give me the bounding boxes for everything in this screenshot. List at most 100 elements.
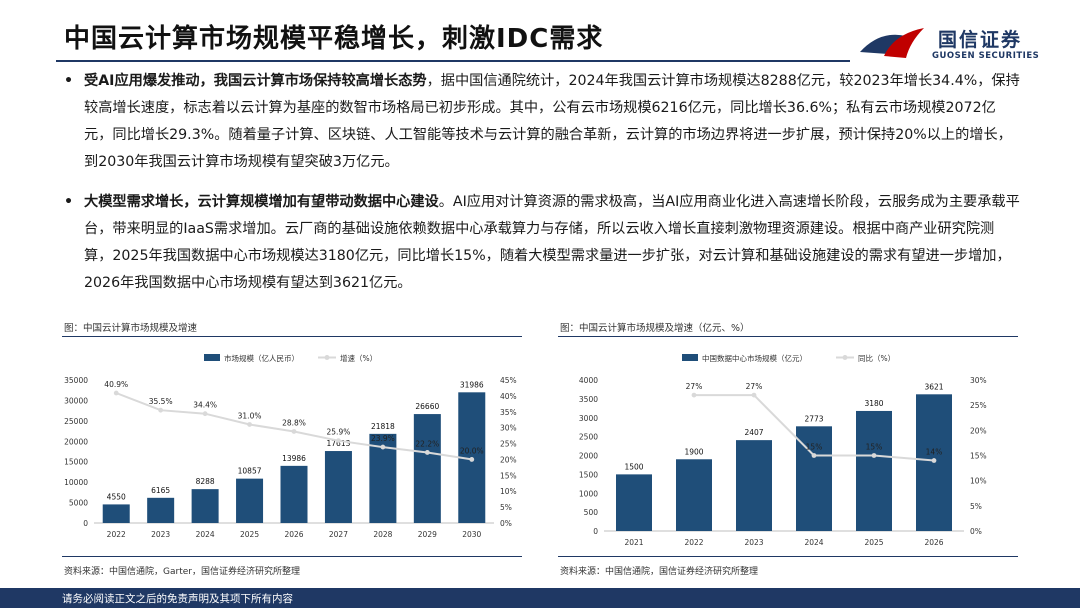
y-tick-label: 1500: [579, 470, 598, 479]
y-tick-label: 25000: [64, 417, 88, 426]
bar-value-label: 2773: [804, 414, 823, 423]
chart-2-bottom-rule: [558, 556, 1018, 557]
footer-bar: 请务必阅读正文之后的免责声明及其项下所有内容: [0, 588, 1080, 608]
y2-tick-label: 15%: [970, 452, 987, 461]
legend-bar-swatch: [682, 354, 698, 361]
chart-2-rule: [558, 336, 1018, 337]
y-tick-label: 0: [593, 527, 598, 536]
y-tick-label: 2000: [579, 452, 598, 461]
y-tick-label: 3000: [579, 414, 598, 423]
y-tick-label: 0: [83, 519, 88, 528]
growth-point: [469, 457, 475, 462]
bar-value-label: 3621: [924, 382, 943, 391]
growth-point: [291, 429, 297, 434]
y2-tick-label: 20%: [500, 455, 517, 464]
growth-point: [158, 407, 164, 413]
y-tick-label: 1000: [579, 489, 598, 498]
bar: [856, 410, 892, 531]
bar: [736, 440, 772, 531]
growth-value-label: 31.0%: [238, 411, 262, 420]
x-tick-label: 2026: [924, 538, 943, 547]
y-tick-label: 35000: [64, 376, 88, 385]
legend-bar-label: 中国数据中心市场规模（亿元）: [702, 353, 807, 363]
x-tick-label: 2023: [151, 530, 170, 539]
growth-point: [424, 450, 430, 455]
bullet-heading: 受AI应用爆发推动，我国云计算市场保持较高增长态势: [84, 73, 427, 89]
y2-tick-label: 45%: [500, 376, 517, 385]
bar: [147, 497, 175, 523]
chart-1-caption: 图：中国云计算市场规模及增速: [64, 323, 198, 334]
y2-tick-label: 0%: [970, 527, 982, 536]
chart-1-rule: [62, 336, 522, 337]
bullet-dot-icon: •: [64, 73, 74, 89]
y2-tick-label: 10%: [970, 477, 987, 486]
growth-point: [931, 458, 937, 463]
bar-value-label: 6165: [151, 486, 170, 495]
legend-line-marker: [842, 355, 848, 360]
page-title: 中国云计算市场规模平稳增长，刺激IDC需求: [64, 24, 604, 54]
growth-value-label: 27%: [686, 382, 703, 391]
bar: [413, 414, 441, 523]
bullet-body: 。AI应用对计算资源的需求极高，当AI应用商业化进入高速增长阶段，云服务成为主要…: [84, 194, 1020, 291]
y2-tick-label: 35%: [500, 408, 517, 417]
bullet-body: ，据中国信通院统计，2024年我国云计算市场规模达8288亿元，较2023年增长…: [84, 73, 1020, 170]
y2-tick-label: 25%: [500, 440, 517, 449]
growth-value-label: 27%: [746, 382, 763, 391]
guosen-logo-icon: [860, 28, 924, 58]
x-tick-label: 2028: [373, 530, 392, 539]
chart-2-source: 资料来源：中国信通院，国信证券经济研究所整理: [560, 567, 759, 577]
legend-line-label: 增速（%）: [340, 353, 377, 363]
growth-value-label: 14%: [926, 448, 943, 457]
bar: [280, 465, 308, 523]
x-tick-label: 2027: [329, 530, 348, 539]
bar-value-label: 8288: [196, 477, 215, 486]
x-tick-label: 2026: [284, 530, 303, 539]
chart-2-caption: 图：中国云计算市场规模及增速（亿元、%）: [560, 323, 750, 334]
growth-value-label: 40.9%: [104, 380, 128, 389]
x-tick-label: 2023: [744, 538, 763, 547]
bullet-item: • 受AI应用爆发推动，我国云计算市场保持较高增长态势，据中国信通院统计，2024…: [62, 68, 1022, 176]
bar-value-label: 3180: [864, 399, 883, 408]
y2-tick-label: 5%: [970, 502, 982, 511]
y2-tick-label: 0%: [500, 519, 512, 528]
growth-value-label: 35.5%: [149, 397, 173, 406]
bar: [191, 489, 219, 523]
growth-point: [811, 453, 817, 458]
legend-bar-label: 市场规模（亿人民币）: [224, 353, 299, 363]
y2-tick-label: 15%: [500, 471, 517, 480]
y2-tick-label: 40%: [500, 392, 517, 401]
logo-text-cn: 国信证券: [938, 29, 1023, 51]
y-tick-label: 10000: [64, 478, 88, 487]
brand-logo: 国信证券 GUOSEN SECURITIES: [858, 22, 1068, 66]
growth-value-label: 34.4%: [193, 401, 217, 410]
bar-value-label: 31986: [460, 380, 484, 389]
growth-point: [247, 422, 252, 427]
x-tick-label: 2025: [864, 538, 883, 547]
x-tick-label: 2029: [418, 530, 437, 539]
growth-value-label: 15%: [806, 443, 823, 452]
bar: [676, 459, 712, 531]
y-tick-label: 30000: [64, 396, 88, 405]
growth-value-label: 28.8%: [282, 418, 306, 427]
x-tick-label: 2024: [196, 530, 215, 539]
growth-value-label: 20.0%: [460, 446, 484, 455]
bar-value-label: 2407: [744, 428, 763, 437]
growth-point: [691, 392, 697, 398]
growth-point: [751, 392, 757, 398]
bullet-heading: 大模型需求增长，云计算规模增加有望带动数据中心建设: [84, 194, 439, 210]
legend-bar-swatch: [204, 354, 220, 361]
chart-1-source: 资料来源：中国信通院，Garter，国信证券经济研究所整理: [64, 567, 300, 577]
bullet-list: • 受AI应用爆发推动，我国云计算市场保持较高增长态势，据中国信通院统计，2024…: [62, 68, 1022, 310]
bar-value-label: 17613: [327, 439, 351, 448]
growth-value-label: 22.2%: [415, 439, 439, 448]
x-tick-label: 2024: [804, 538, 823, 547]
y-tick-label: 2500: [579, 433, 598, 442]
legend-line-label: 同比（%）: [858, 353, 895, 363]
x-tick-label: 2022: [107, 530, 126, 539]
y-tick-label: 500: [584, 508, 599, 517]
y-tick-label: 15000: [64, 458, 88, 467]
bar: [324, 451, 352, 523]
bar-value-label: 1900: [684, 447, 703, 456]
title-divider: [56, 60, 850, 62]
legend-line-marker: [324, 355, 330, 360]
